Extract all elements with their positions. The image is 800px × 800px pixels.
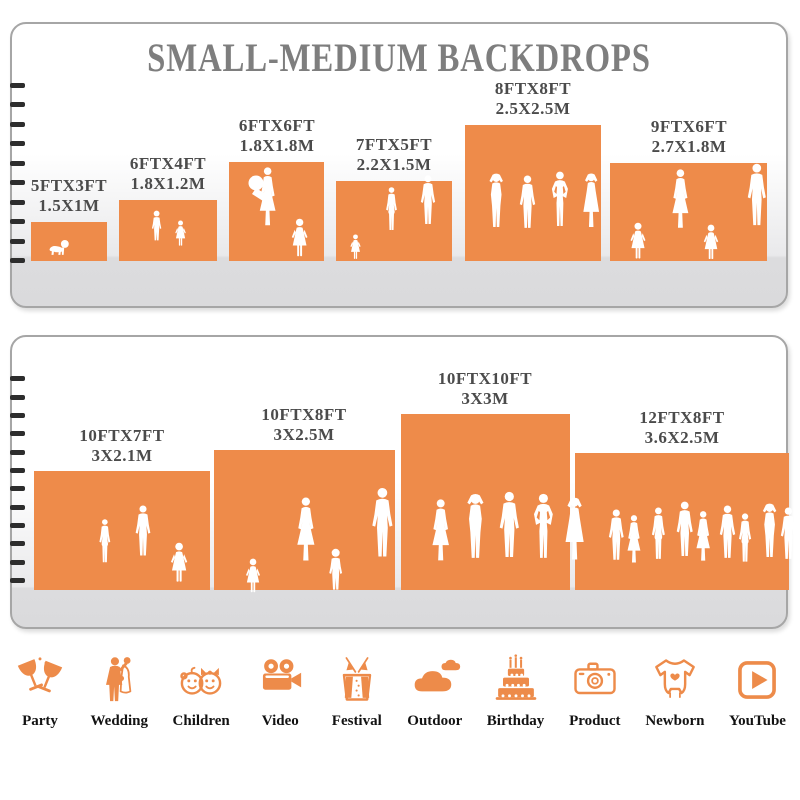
- category-label: Party: [22, 713, 58, 729]
- category-children: Children: [173, 654, 230, 730]
- category-birthday: Birthday: [486, 654, 545, 730]
- silhouette-group-four-adults: [465, 164, 607, 274]
- video-camera-icon: [263, 659, 302, 690]
- baby-onesie-icon: [654, 659, 695, 698]
- bar-label: 12FTX8FT 3.6X2.5M: [639, 408, 725, 448]
- silhouette-crowd: [573, 494, 795, 604]
- silhouette-two-children: [119, 196, 217, 274]
- bar-label: 9FTX6FT 2.7X1.8M: [650, 117, 728, 157]
- camera-icon: [574, 662, 616, 695]
- category-youtube: YouTube: [729, 654, 786, 730]
- silhouette-family-three: [336, 172, 452, 274]
- children-icon: [180, 666, 222, 695]
- medium-backdrops-panel: 12 11 10 9 8 7 6 5 4 3 2 1 10FTX7FT3X2.1…: [10, 335, 788, 629]
- category-festival: Festival: [331, 654, 383, 730]
- bar-label: 7FTX5FT 2.2X1.5M: [355, 135, 433, 175]
- bar-label: 5FTX3FT 1.5X1M: [30, 176, 108, 216]
- category-wedding: Wedding: [90, 654, 149, 730]
- birthday-cake-icon: [495, 654, 536, 700]
- small-backdrops-panel: SMALL-MEDIUM BACKDROPS 10 9 8 7 6 5 4 3 …: [10, 22, 788, 308]
- backdrop-bar-5x3: [31, 222, 107, 261]
- bar-label: 10FTX8FT 3X2.5M: [261, 405, 347, 445]
- silhouette-group-five-adults: [401, 484, 581, 604]
- category-label: Birthday: [486, 713, 545, 729]
- category-product: Product: [569, 654, 621, 730]
- bar-label: 6FTX6FT 1.8X1.8M: [238, 116, 316, 156]
- bar-label: 6FTX4FT 1.8X1.2M: [129, 154, 207, 194]
- wedding-icon: [106, 657, 132, 702]
- category-label: Outdoor: [407, 713, 463, 729]
- bar-label: 10FTX7FT 3X2.1M: [79, 426, 165, 466]
- category-label: Festival: [331, 713, 382, 729]
- category-label: YouTube: [728, 713, 786, 729]
- silhouette-family-four: [610, 159, 770, 274]
- youtube-icon: [738, 661, 777, 699]
- backdrop-bar-6x4: [119, 200, 217, 261]
- category-label: Wedding: [90, 713, 149, 729]
- category-label: Children: [172, 713, 230, 729]
- category-row: Party Wedding Chi: [14, 654, 786, 730]
- category-label: Product: [569, 713, 621, 729]
- silhouette-family-four-holding-hands: [214, 482, 395, 604]
- category-video: Video: [254, 654, 306, 730]
- clouds-icon: [414, 659, 460, 692]
- gift-box-icon: [342, 657, 371, 701]
- category-label: Newborn: [645, 713, 705, 729]
- party-icon: [17, 657, 63, 693]
- category-label: Video: [261, 713, 299, 729]
- category-party: Party: [14, 654, 66, 730]
- silhouette-crawling-baby: [31, 224, 107, 274]
- page-title: SMALL-MEDIUM BACKDROPS: [147, 35, 651, 80]
- bar-label: 8FTX8FT 2.5X2.5M: [494, 79, 572, 119]
- silhouette-family-three: [34, 499, 210, 604]
- bar-label: 10FTX10FT 3X3M: [437, 369, 533, 409]
- backdrop-bar-6x6: [229, 162, 324, 261]
- category-outdoor: Outdoor: [407, 654, 462, 730]
- silhouette-mother-and-child: [248, 162, 324, 274]
- category-newborn: Newborn: [645, 654, 704, 730]
